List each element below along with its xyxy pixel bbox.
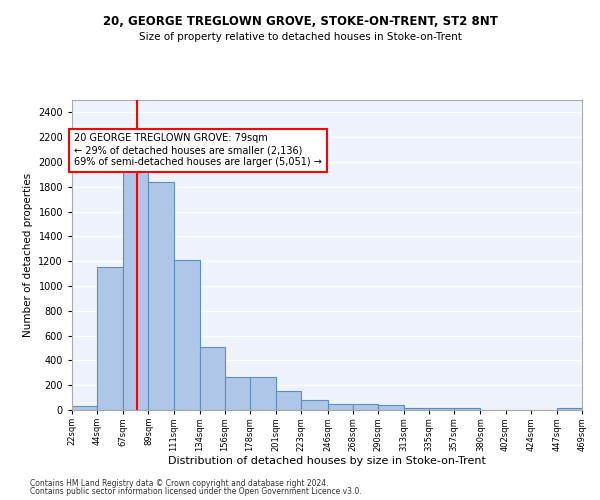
Bar [148, 182, 173, 410]
Bar [225, 377, 250, 410]
Text: Size of property relative to detached houses in Stoke-on-Trent: Size of property relative to detached ho… [139, 32, 461, 42]
Bar [173, 260, 200, 410]
Text: 20 GEORGE TREGLOWN GROVE: 79sqm
← 29% of detached houses are smaller (2,136)
69%: 20 GEORGE TREGLOWN GROVE: 79sqm ← 29% of… [74, 134, 322, 166]
Bar [353, 404, 378, 410]
Bar [454, 408, 481, 410]
Y-axis label: Number of detached properties: Number of detached properties [23, 173, 32, 337]
Bar [557, 408, 582, 410]
Bar [124, 168, 148, 410]
Bar [378, 405, 404, 410]
Bar [200, 347, 225, 410]
Bar [429, 408, 454, 410]
Bar [250, 377, 276, 410]
Bar [276, 391, 301, 410]
X-axis label: Distribution of detached houses by size in Stoke-on-Trent: Distribution of detached houses by size … [168, 456, 486, 466]
Text: Contains public sector information licensed under the Open Government Licence v3: Contains public sector information licen… [30, 487, 362, 496]
Bar [404, 408, 429, 410]
Text: Contains HM Land Registry data © Crown copyright and database right 2024.: Contains HM Land Registry data © Crown c… [30, 478, 329, 488]
Bar [72, 406, 97, 410]
Bar [97, 268, 124, 410]
Text: 20, GEORGE TREGLOWN GROVE, STOKE-ON-TRENT, ST2 8NT: 20, GEORGE TREGLOWN GROVE, STOKE-ON-TREN… [103, 15, 497, 28]
Bar [301, 400, 328, 410]
Bar [328, 404, 353, 410]
